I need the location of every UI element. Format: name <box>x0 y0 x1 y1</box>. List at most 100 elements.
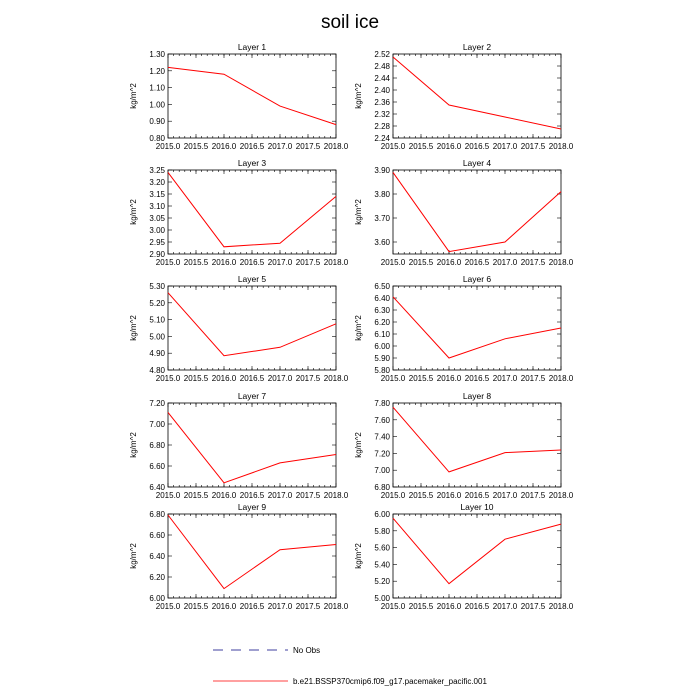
panel-title: Layer 6 <box>463 274 492 284</box>
y-tick-label: 6.30 <box>374 306 390 315</box>
y-tick-label: 7.40 <box>374 433 390 442</box>
x-tick-label: 2016.5 <box>465 374 490 383</box>
y-tick-label: 0.80 <box>149 134 165 143</box>
y-tick-label: 5.80 <box>374 527 390 536</box>
y-tick-label: 7.60 <box>374 416 390 425</box>
y-tick-label: 5.80 <box>374 366 390 375</box>
y-tick-label: 3.00 <box>149 226 165 235</box>
y-tick-label: 6.80 <box>149 510 165 519</box>
x-tick-label: 2015.0 <box>381 258 406 267</box>
series-line <box>167 514 337 590</box>
y-tick-label: 5.20 <box>374 577 390 586</box>
x-tick-label: 2016.5 <box>240 258 265 267</box>
y-axis-label: kg/m^2 <box>129 83 138 109</box>
y-tick-label: 6.60 <box>149 462 165 471</box>
x-tick-label: 2017.0 <box>268 491 293 500</box>
y-tick-label: 1.10 <box>149 84 165 93</box>
y-tick-label: 2.90 <box>149 250 165 259</box>
x-tick-label: 2018.0 <box>324 374 349 383</box>
x-tick-label: 2015.0 <box>381 142 406 151</box>
y-axis-label: kg/m^2 <box>354 543 363 569</box>
panel-title: Layer 10 <box>460 502 493 512</box>
y-tick-label: 1.20 <box>149 67 165 76</box>
x-tick-label: 2016.5 <box>240 491 265 500</box>
x-tick-label: 2017.5 <box>521 602 546 611</box>
x-tick-label: 2017.0 <box>493 142 518 151</box>
legend-entry-model-run: b.e21.BSSP370cmip6.f09_g17.pacemaker_pac… <box>213 677 487 686</box>
x-tick-label: 2017.5 <box>521 142 546 151</box>
series-line <box>167 292 337 357</box>
plot-frame <box>392 169 562 255</box>
x-tick-label: 2015.0 <box>156 258 181 267</box>
y-tick-label: 4.80 <box>149 366 165 375</box>
x-tick-label: 2017.5 <box>296 374 321 383</box>
x-tick-label: 2016.0 <box>437 602 462 611</box>
legend-label: b.e21.BSSP370cmip6.f09_g17.pacemaker_pac… <box>293 677 487 686</box>
y-tick-label: 1.30 <box>149 50 165 59</box>
y-axis-label: kg/m^2 <box>129 543 138 569</box>
x-tick-label: 2015.0 <box>156 142 181 151</box>
x-tick-label: 2018.0 <box>324 602 349 611</box>
x-tick-label: 2018.0 <box>324 142 349 151</box>
y-tick-label: 1.00 <box>149 100 165 109</box>
x-tick-label: 2016.0 <box>212 374 237 383</box>
y-tick-label: 2.44 <box>374 74 390 83</box>
x-tick-label: 2015.0 <box>381 491 406 500</box>
y-axis-label: kg/m^2 <box>129 315 138 341</box>
x-tick-label: 2017.5 <box>521 258 546 267</box>
x-tick-label: 2015.0 <box>156 602 181 611</box>
x-tick-label: 2016.5 <box>465 491 490 500</box>
panel-title: Layer 5 <box>238 274 267 284</box>
x-tick-label: 2015.5 <box>184 374 209 383</box>
x-tick-label: 2017.5 <box>296 258 321 267</box>
y-tick-label: 2.24 <box>374 134 390 143</box>
x-tick-label: 2015.5 <box>409 258 434 267</box>
x-tick-label: 2017.0 <box>493 491 518 500</box>
y-tick-label: 3.05 <box>149 214 165 223</box>
y-tick-label: 6.40 <box>149 483 165 492</box>
y-tick-label: 5.90 <box>374 354 390 363</box>
y-tick-label: 3.15 <box>149 190 165 199</box>
x-tick-label: 2015.5 <box>409 142 434 151</box>
x-tick-label: 2015.5 <box>409 374 434 383</box>
plot-frame <box>167 169 337 255</box>
y-tick-label: 6.80 <box>149 441 165 450</box>
y-tick-label: 5.30 <box>149 282 165 291</box>
x-tick-label: 2015.5 <box>409 602 434 611</box>
panel-title: Layer 4 <box>463 158 492 168</box>
x-tick-label: 2015.0 <box>156 491 181 500</box>
x-tick-label: 2017.5 <box>296 142 321 151</box>
x-tick-label: 2016.5 <box>465 602 490 611</box>
x-tick-label: 2016.0 <box>212 142 237 151</box>
x-tick-label: 2016.5 <box>240 602 265 611</box>
y-tick-label: 5.10 <box>149 316 165 325</box>
x-tick-label: 2015.0 <box>156 374 181 383</box>
x-tick-label: 2017.5 <box>296 602 321 611</box>
plot-frame <box>392 513 562 599</box>
x-tick-label: 2018.0 <box>549 142 574 151</box>
series-line <box>392 406 562 473</box>
x-tick-label: 2015.5 <box>409 491 434 500</box>
x-tick-label: 2017.0 <box>268 258 293 267</box>
y-tick-label: 3.25 <box>149 166 165 175</box>
y-tick-label: 3.20 <box>149 178 165 187</box>
x-tick-label: 2017.5 <box>521 374 546 383</box>
series-line <box>167 172 337 248</box>
y-tick-label: 6.00 <box>149 594 165 603</box>
panel-title: Layer 2 <box>463 42 492 52</box>
plot-frame <box>167 53 337 139</box>
y-tick-label: 6.20 <box>149 573 165 582</box>
y-tick-label: 6.50 <box>374 282 390 291</box>
x-tick-label: 2017.5 <box>296 491 321 500</box>
y-tick-label: 5.60 <box>374 544 390 553</box>
x-tick-label: 2018.0 <box>549 374 574 383</box>
x-tick-label: 2018.0 <box>324 491 349 500</box>
